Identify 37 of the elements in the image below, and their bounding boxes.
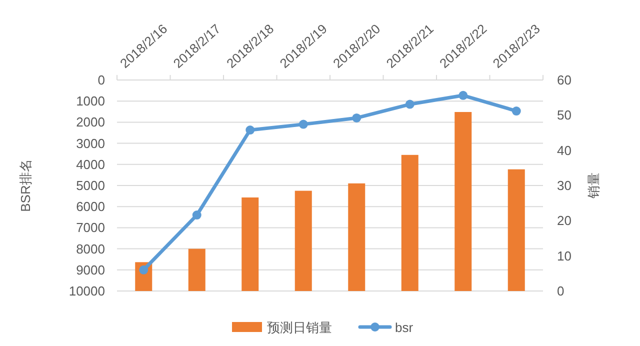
bar bbox=[508, 169, 525, 291]
y2-tick-label: 60 bbox=[557, 72, 572, 88]
y-tick-label: 7000 bbox=[76, 220, 105, 236]
bar bbox=[188, 248, 206, 291]
bar bbox=[348, 183, 366, 291]
y-tick-label: 8000 bbox=[76, 241, 105, 256]
point bbox=[298, 120, 308, 129]
y-tick-label: 3000 bbox=[76, 136, 105, 151]
point bbox=[246, 126, 255, 135]
point bbox=[192, 210, 202, 220]
y2-tick-label: 0 bbox=[557, 284, 564, 298]
y-tick-label: 1000 bbox=[76, 94, 105, 109]
y2-tick-label: 20 bbox=[557, 213, 572, 228]
point bbox=[139, 265, 148, 274]
y2-tick-label: 40 bbox=[557, 142, 572, 158]
point bbox=[405, 100, 414, 109]
y2-tick-label: 30 bbox=[557, 178, 572, 193]
y-tick-label: 6000 bbox=[76, 199, 105, 214]
y-tick-label: 4000 bbox=[76, 156, 105, 172]
y2-axis-title: 销量 bbox=[586, 172, 601, 200]
y-tick-label: 5000 bbox=[76, 178, 105, 193]
bar bbox=[242, 197, 259, 291]
y-tick-label: 2000 bbox=[76, 114, 105, 130]
legend-label: 预测日销量 bbox=[267, 320, 332, 335]
bar bbox=[294, 190, 312, 291]
point bbox=[352, 113, 362, 122]
point bbox=[512, 106, 521, 116]
bar bbox=[454, 112, 472, 291]
y-axis-title: BSR排名 bbox=[18, 159, 33, 212]
point bbox=[458, 90, 468, 100]
bar bbox=[401, 154, 418, 291]
y-tick-label: 9000 bbox=[76, 262, 105, 278]
y2-tick-label: 50 bbox=[557, 108, 572, 123]
y-tick-label: 10000 bbox=[68, 284, 105, 298]
y-tick-label: 0 bbox=[98, 72, 105, 88]
legend-label: bsr bbox=[395, 320, 414, 335]
y2-tick-label: 10 bbox=[557, 248, 572, 264]
